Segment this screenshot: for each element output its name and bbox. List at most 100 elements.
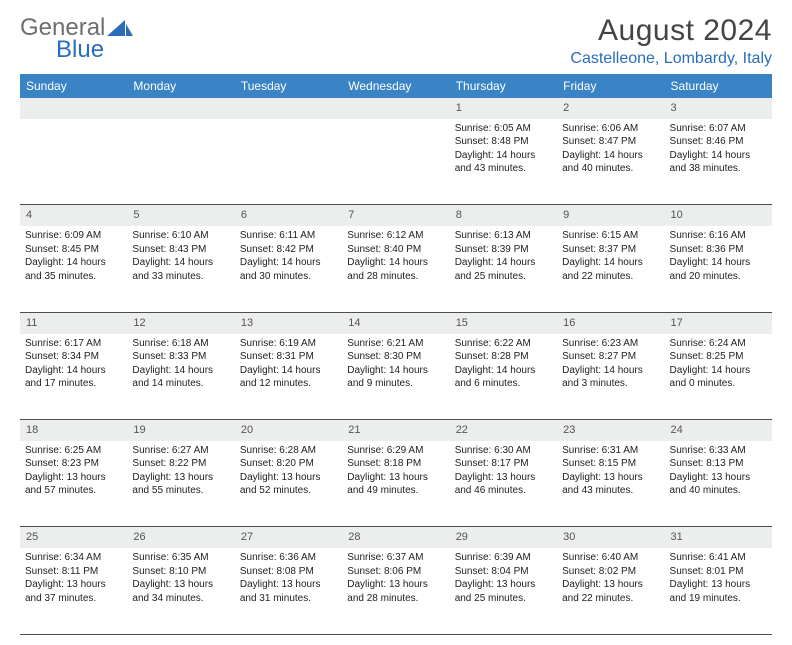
brand-logo: GeneralBlue (20, 14, 133, 64)
sunset-line: Sunset: 8:30 PM (347, 350, 444, 364)
month-title: August 2024 (570, 14, 772, 48)
day-number-cell: 22 (450, 420, 557, 441)
sunset-line: Sunset: 8:45 PM (25, 243, 122, 257)
day-number-cell: 27 (235, 527, 342, 548)
daylight-line: Daylight: 14 hours and 3 minutes. (562, 364, 659, 391)
day-detail-cell: Sunrise: 6:10 AMSunset: 8:43 PMDaylight:… (127, 226, 234, 312)
weekday-header: Wednesday (342, 74, 449, 98)
day-detail-cell: Sunrise: 6:37 AMSunset: 8:06 PMDaylight:… (342, 548, 449, 634)
day-detail-cell: Sunrise: 6:16 AMSunset: 8:36 PMDaylight:… (665, 226, 772, 312)
daylight-line: Daylight: 14 hours and 38 minutes. (670, 149, 767, 176)
sunset-line: Sunset: 8:06 PM (347, 565, 444, 579)
sunset-line: Sunset: 8:34 PM (25, 350, 122, 364)
day-detail-cell: Sunrise: 6:29 AMSunset: 8:18 PMDaylight:… (342, 441, 449, 527)
day-detail-cell: Sunrise: 6:19 AMSunset: 8:31 PMDaylight:… (235, 334, 342, 420)
sunset-line: Sunset: 8:08 PM (240, 565, 337, 579)
daylight-line: Daylight: 14 hours and 14 minutes. (132, 364, 229, 391)
day-detail-row: Sunrise: 6:25 AMSunset: 8:23 PMDaylight:… (20, 441, 772, 527)
day-number-cell: 8 (450, 205, 557, 226)
day-detail-cell: Sunrise: 6:17 AMSunset: 8:34 PMDaylight:… (20, 334, 127, 420)
daylight-line: Daylight: 14 hours and 17 minutes. (25, 364, 122, 391)
calendar-body: 123Sunrise: 6:05 AMSunset: 8:48 PMDaylig… (20, 98, 772, 634)
day-number-cell: 12 (127, 312, 234, 333)
sunrise-line: Sunrise: 6:07 AM (670, 122, 767, 136)
day-number-cell: 17 (665, 312, 772, 333)
daylight-line: Daylight: 13 hours and 43 minutes. (562, 471, 659, 498)
sunset-line: Sunset: 8:18 PM (347, 457, 444, 471)
day-detail-cell: Sunrise: 6:11 AMSunset: 8:42 PMDaylight:… (235, 226, 342, 312)
sunset-line: Sunset: 8:47 PM (562, 135, 659, 149)
day-number-cell: 5 (127, 205, 234, 226)
day-detail-cell: Sunrise: 6:18 AMSunset: 8:33 PMDaylight:… (127, 334, 234, 420)
sunrise-line: Sunrise: 6:21 AM (347, 337, 444, 351)
calendar-table: Sunday Monday Tuesday Wednesday Thursday… (20, 74, 772, 635)
sunrise-line: Sunrise: 6:13 AM (455, 229, 552, 243)
sunrise-line: Sunrise: 6:34 AM (25, 551, 122, 565)
weekday-header: Friday (557, 74, 664, 98)
sunrise-line: Sunrise: 6:41 AM (670, 551, 767, 565)
sunrise-line: Sunrise: 6:40 AM (562, 551, 659, 565)
day-detail-row: Sunrise: 6:17 AMSunset: 8:34 PMDaylight:… (20, 334, 772, 420)
day-detail-cell (235, 119, 342, 205)
day-number-cell: 3 (665, 98, 772, 119)
sunset-line: Sunset: 8:28 PM (455, 350, 552, 364)
daylight-line: Daylight: 14 hours and 6 minutes. (455, 364, 552, 391)
daylight-line: Daylight: 14 hours and 9 minutes. (347, 364, 444, 391)
day-detail-cell: Sunrise: 6:23 AMSunset: 8:27 PMDaylight:… (557, 334, 664, 420)
daylight-line: Daylight: 14 hours and 33 minutes. (132, 256, 229, 283)
day-number-cell: 10 (665, 205, 772, 226)
brand-text-blue: Blue (56, 36, 133, 64)
sunrise-line: Sunrise: 6:22 AM (455, 337, 552, 351)
sunrise-line: Sunrise: 6:06 AM (562, 122, 659, 136)
weekday-header: Saturday (665, 74, 772, 98)
day-detail-cell: Sunrise: 6:06 AMSunset: 8:47 PMDaylight:… (557, 119, 664, 205)
day-number-cell: 28 (342, 527, 449, 548)
day-detail-cell: Sunrise: 6:34 AMSunset: 8:11 PMDaylight:… (20, 548, 127, 634)
sunset-line: Sunset: 8:22 PM (132, 457, 229, 471)
day-detail-cell: Sunrise: 6:31 AMSunset: 8:15 PMDaylight:… (557, 441, 664, 527)
sunset-line: Sunset: 8:40 PM (347, 243, 444, 257)
sunset-line: Sunset: 8:43 PM (132, 243, 229, 257)
sunset-line: Sunset: 8:15 PM (562, 457, 659, 471)
daylight-line: Daylight: 14 hours and 28 minutes. (347, 256, 444, 283)
sunrise-line: Sunrise: 6:17 AM (25, 337, 122, 351)
day-number-row: 18192021222324 (20, 420, 772, 441)
day-number-row: 123 (20, 98, 772, 119)
day-detail-cell: Sunrise: 6:36 AMSunset: 8:08 PMDaylight:… (235, 548, 342, 634)
day-detail-cell: Sunrise: 6:27 AMSunset: 8:22 PMDaylight:… (127, 441, 234, 527)
calendar-page: GeneralBlue August 2024 Castelleone, Lom… (0, 0, 792, 645)
brand-sail-icon (107, 20, 133, 38)
daylight-line: Daylight: 14 hours and 22 minutes. (562, 256, 659, 283)
daylight-line: Daylight: 13 hours and 37 minutes. (25, 578, 122, 605)
daylight-line: Daylight: 13 hours and 31 minutes. (240, 578, 337, 605)
day-detail-cell: Sunrise: 6:41 AMSunset: 8:01 PMDaylight:… (665, 548, 772, 634)
sunrise-line: Sunrise: 6:16 AM (670, 229, 767, 243)
day-detail-cell: Sunrise: 6:21 AMSunset: 8:30 PMDaylight:… (342, 334, 449, 420)
sunrise-line: Sunrise: 6:39 AM (455, 551, 552, 565)
weekday-header-row: Sunday Monday Tuesday Wednesday Thursday… (20, 74, 772, 98)
header: GeneralBlue August 2024 Castelleone, Lom… (20, 14, 772, 68)
sunrise-line: Sunrise: 6:23 AM (562, 337, 659, 351)
sunrise-line: Sunrise: 6:10 AM (132, 229, 229, 243)
day-number-cell: 11 (20, 312, 127, 333)
day-detail-row: Sunrise: 6:34 AMSunset: 8:11 PMDaylight:… (20, 548, 772, 634)
daylight-line: Daylight: 14 hours and 12 minutes. (240, 364, 337, 391)
day-detail-cell: Sunrise: 6:22 AMSunset: 8:28 PMDaylight:… (450, 334, 557, 420)
sunset-line: Sunset: 8:13 PM (670, 457, 767, 471)
day-detail-cell: Sunrise: 6:07 AMSunset: 8:46 PMDaylight:… (665, 119, 772, 205)
day-detail-cell: Sunrise: 6:28 AMSunset: 8:20 PMDaylight:… (235, 441, 342, 527)
day-number-cell: 7 (342, 205, 449, 226)
day-number-cell (127, 98, 234, 119)
daylight-line: Daylight: 13 hours and 25 minutes. (455, 578, 552, 605)
sunrise-line: Sunrise: 6:37 AM (347, 551, 444, 565)
day-number-cell: 16 (557, 312, 664, 333)
sunrise-line: Sunrise: 6:29 AM (347, 444, 444, 458)
day-number-cell: 1 (450, 98, 557, 119)
daylight-line: Daylight: 13 hours and 57 minutes. (25, 471, 122, 498)
sunset-line: Sunset: 8:36 PM (670, 243, 767, 257)
day-number-cell: 13 (235, 312, 342, 333)
weekday-header: Sunday (20, 74, 127, 98)
day-number-cell: 4 (20, 205, 127, 226)
daylight-line: Daylight: 13 hours and 52 minutes. (240, 471, 337, 498)
sunrise-line: Sunrise: 6:28 AM (240, 444, 337, 458)
